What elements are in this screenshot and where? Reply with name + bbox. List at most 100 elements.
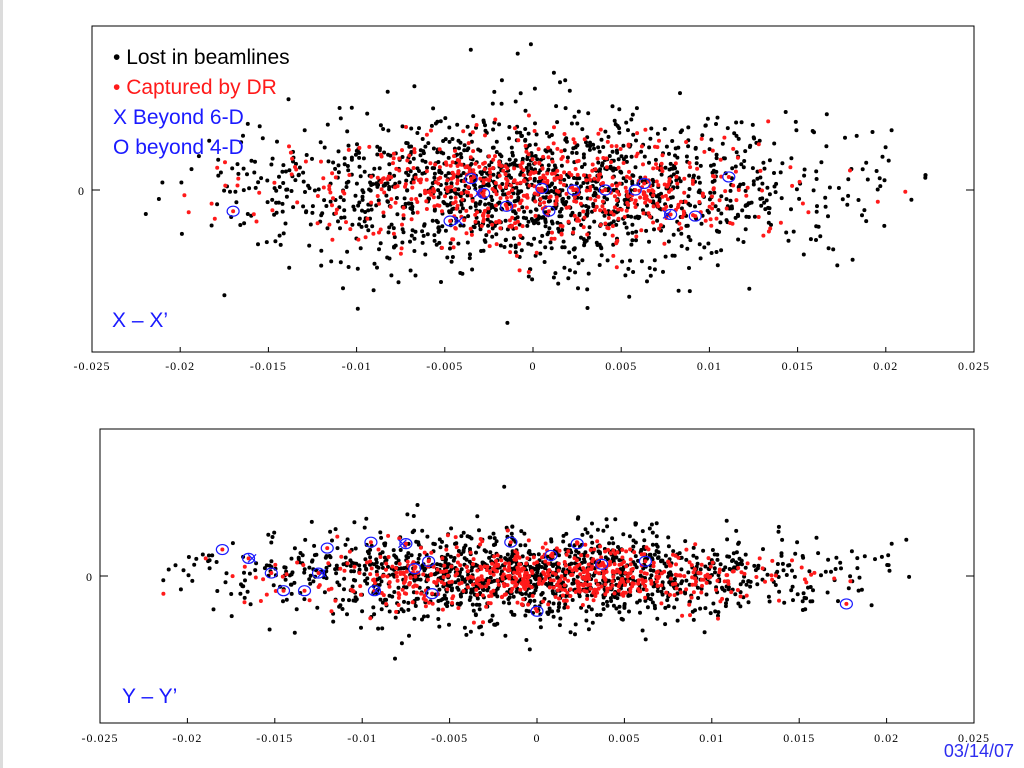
point-lost bbox=[697, 242, 702, 247]
point-lost bbox=[352, 569, 356, 574]
point-lost bbox=[277, 185, 282, 189]
point-lost bbox=[414, 596, 419, 601]
point-lost bbox=[465, 534, 470, 539]
point-lost bbox=[624, 179, 629, 184]
point-lost bbox=[622, 221, 627, 226]
point-lost bbox=[493, 542, 498, 547]
point-captured bbox=[444, 185, 449, 190]
point-lost bbox=[283, 577, 288, 582]
point-lost bbox=[308, 222, 313, 227]
point-lost bbox=[477, 602, 482, 607]
point-lost bbox=[587, 225, 592, 230]
point-lost bbox=[385, 89, 390, 94]
point-lost bbox=[767, 158, 772, 163]
point-lost bbox=[786, 238, 791, 243]
point-lost bbox=[389, 273, 394, 278]
point-lost bbox=[441, 200, 446, 204]
point-captured bbox=[290, 156, 295, 161]
point-captured bbox=[605, 225, 610, 230]
point-lost bbox=[617, 610, 622, 615]
point-captured bbox=[424, 169, 429, 174]
point-lost bbox=[570, 150, 575, 155]
point-lost bbox=[350, 584, 355, 589]
point-lost bbox=[684, 154, 689, 159]
point-captured bbox=[499, 595, 504, 600]
point-captured bbox=[643, 584, 648, 589]
point-captured bbox=[557, 584, 562, 589]
point-lost bbox=[412, 84, 417, 89]
point-lost bbox=[724, 218, 729, 223]
point-lost bbox=[669, 204, 673, 209]
point-captured bbox=[624, 549, 629, 554]
point-lost bbox=[555, 575, 560, 580]
point-lost bbox=[512, 236, 516, 241]
point-captured bbox=[449, 184, 454, 189]
point-captured bbox=[450, 596, 455, 601]
point-lost bbox=[467, 559, 472, 564]
point-captured bbox=[495, 553, 500, 558]
point-lost bbox=[741, 165, 746, 170]
point-lost bbox=[778, 170, 783, 175]
point-lost bbox=[570, 210, 575, 215]
point-captured bbox=[455, 567, 459, 572]
point-captured bbox=[691, 590, 696, 595]
point-lost bbox=[586, 205, 591, 210]
point-lost bbox=[353, 193, 358, 198]
point-captured bbox=[564, 191, 569, 196]
point-captured bbox=[632, 201, 637, 206]
point-captured bbox=[445, 178, 450, 183]
point-lost bbox=[570, 598, 575, 602]
legend-item-captured: • Captured by DR bbox=[113, 76, 277, 99]
point-lost bbox=[576, 286, 580, 291]
point-captured bbox=[654, 579, 659, 584]
point-captured bbox=[488, 170, 493, 175]
point-lost bbox=[468, 252, 472, 257]
point-captured bbox=[559, 157, 564, 161]
point-lost bbox=[319, 263, 324, 268]
point-captured bbox=[348, 227, 353, 232]
point-captured bbox=[533, 213, 538, 218]
point-lost bbox=[513, 243, 518, 248]
point-captured bbox=[280, 574, 285, 579]
point-captured bbox=[708, 217, 713, 222]
point-lost bbox=[315, 605, 320, 610]
point-lost bbox=[633, 540, 638, 545]
point-lost bbox=[555, 120, 560, 125]
point-lost bbox=[621, 143, 626, 148]
point-lost bbox=[601, 145, 606, 149]
point-lost bbox=[357, 222, 361, 227]
point-captured bbox=[405, 559, 410, 564]
point-captured bbox=[501, 168, 506, 173]
point-lost bbox=[652, 267, 657, 272]
point-lost bbox=[709, 137, 714, 142]
point-lost bbox=[651, 179, 656, 184]
point-captured bbox=[638, 589, 643, 594]
point-captured bbox=[505, 166, 510, 171]
point-captured bbox=[599, 562, 604, 567]
point-lost bbox=[652, 227, 656, 232]
point-captured bbox=[223, 183, 228, 188]
point-captured bbox=[614, 144, 619, 149]
point-lost bbox=[454, 191, 459, 196]
point-lost bbox=[352, 520, 357, 525]
point-captured bbox=[738, 594, 743, 599]
point-lost bbox=[326, 159, 331, 164]
point-captured bbox=[572, 140, 577, 145]
point-lost bbox=[592, 219, 597, 224]
point-lost bbox=[461, 171, 466, 175]
point-captured bbox=[655, 145, 660, 150]
point-captured bbox=[651, 189, 656, 194]
point-lost bbox=[510, 153, 515, 158]
point-captured bbox=[584, 188, 589, 193]
point-captured bbox=[389, 197, 394, 202]
point-lost bbox=[703, 564, 708, 569]
point-lost bbox=[359, 625, 363, 630]
point-lost bbox=[617, 130, 622, 135]
point-captured bbox=[462, 218, 467, 223]
point-lost bbox=[734, 550, 739, 555]
point-lost bbox=[409, 144, 414, 149]
point-lost bbox=[383, 181, 388, 186]
point-captured bbox=[526, 602, 531, 607]
point-lost bbox=[222, 293, 227, 298]
point-captured bbox=[452, 154, 456, 159]
